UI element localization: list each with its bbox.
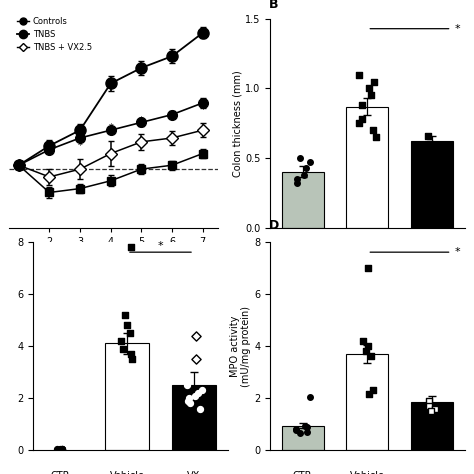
Text: VX: VX — [187, 471, 201, 474]
Text: B: B — [269, 0, 278, 11]
Text: *: * — [201, 105, 205, 115]
Bar — [105, 343, 149, 450]
Point — [367, 353, 375, 360]
Point — [121, 311, 128, 319]
Point — [431, 405, 438, 412]
Point — [186, 394, 193, 402]
Bar — [411, 141, 453, 228]
Point — [355, 119, 363, 127]
Point — [426, 402, 433, 410]
Point — [58, 445, 65, 453]
Point — [195, 389, 202, 397]
Point — [428, 145, 436, 152]
Text: CTR: CTR — [50, 471, 70, 474]
Legend: Controls, TNBS, TNBS + VX2.5: Controls, TNBS, TNBS + VX2.5 — [14, 14, 95, 55]
Point — [296, 429, 303, 437]
Point — [306, 158, 314, 166]
Point — [293, 175, 301, 182]
Bar — [282, 172, 324, 228]
Point — [362, 347, 369, 355]
Point — [54, 445, 61, 453]
Text: TNBS: TNBS — [387, 269, 413, 279]
Text: *: * — [455, 24, 460, 34]
Point — [198, 387, 206, 394]
Point — [358, 101, 365, 109]
Point — [58, 445, 66, 453]
Text: Vehicle: Vehicle — [109, 471, 145, 474]
Point — [367, 91, 375, 99]
Point — [119, 345, 127, 353]
Point — [424, 132, 432, 139]
Point — [126, 329, 134, 337]
Bar — [346, 107, 388, 228]
Point — [186, 400, 193, 407]
Point — [127, 243, 135, 251]
Point — [183, 381, 191, 389]
Point — [301, 171, 308, 179]
Text: *: * — [47, 151, 52, 161]
Point — [372, 133, 380, 141]
Y-axis label: MPO activity
(mU/mg protein): MPO activity (mU/mg protein) — [230, 306, 251, 386]
Text: CTR: CTR — [293, 471, 312, 474]
Point — [359, 337, 366, 345]
Point — [182, 374, 190, 381]
Point — [118, 337, 125, 345]
Text: Vehicle: Vehicle — [350, 246, 385, 255]
Text: *: * — [78, 141, 82, 151]
Point — [306, 393, 313, 401]
Point — [370, 78, 378, 85]
Bar — [282, 426, 324, 450]
Point — [192, 332, 200, 339]
Point — [293, 425, 301, 433]
Point — [191, 392, 199, 399]
Point — [365, 342, 372, 350]
Point — [57, 445, 64, 453]
Text: Vehicle: Vehicle — [350, 471, 385, 474]
Point — [185, 397, 192, 405]
Text: *: * — [158, 241, 164, 251]
Bar — [346, 354, 388, 450]
Point — [292, 426, 300, 434]
Point — [196, 405, 204, 412]
Bar — [411, 402, 453, 450]
Point — [370, 387, 377, 394]
Point — [297, 154, 304, 162]
Point — [293, 179, 301, 187]
Text: *: * — [139, 116, 144, 126]
Y-axis label: Colon thickness (mm): Colon thickness (mm) — [232, 70, 242, 177]
Text: *: * — [455, 247, 460, 257]
Point — [370, 127, 377, 134]
Point — [128, 350, 135, 357]
Point — [58, 445, 66, 453]
Point — [304, 428, 311, 435]
Point — [192, 356, 200, 363]
Bar — [172, 385, 216, 450]
Text: *: * — [109, 123, 113, 133]
Point — [426, 140, 433, 148]
Point — [426, 397, 433, 405]
Point — [128, 356, 136, 363]
Point — [358, 115, 366, 123]
Text: CTR: CTR — [293, 246, 312, 255]
Point — [428, 407, 435, 415]
Point — [365, 391, 373, 398]
Text: *: * — [170, 113, 174, 123]
Point — [303, 164, 310, 172]
Point — [365, 264, 372, 272]
Point — [365, 85, 373, 92]
Text: D: D — [269, 219, 279, 232]
Point — [303, 424, 310, 431]
Point — [124, 321, 131, 329]
Point — [356, 71, 363, 78]
Point — [428, 147, 435, 155]
Point — [301, 422, 309, 429]
